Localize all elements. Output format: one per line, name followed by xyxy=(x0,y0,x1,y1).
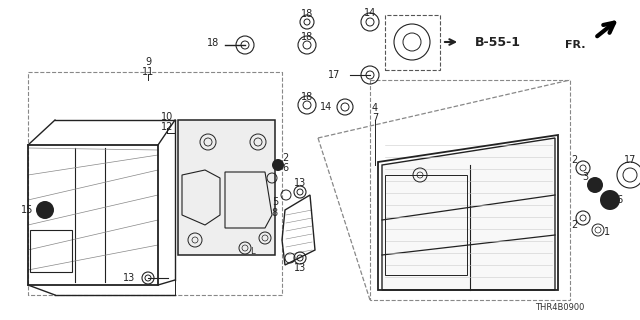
Text: B-55-1: B-55-1 xyxy=(475,36,521,49)
Text: 12: 12 xyxy=(161,122,173,132)
Bar xyxy=(385,15,440,70)
Text: 7: 7 xyxy=(372,113,378,123)
Text: 14: 14 xyxy=(364,8,376,18)
Text: 15: 15 xyxy=(20,205,33,215)
Circle shape xyxy=(272,159,284,171)
Text: 3: 3 xyxy=(582,172,588,182)
Text: 14: 14 xyxy=(320,102,332,112)
Text: 13: 13 xyxy=(294,178,306,188)
Text: 6: 6 xyxy=(282,163,288,173)
Circle shape xyxy=(600,190,620,210)
Text: 17: 17 xyxy=(328,70,340,80)
Circle shape xyxy=(587,177,603,193)
Text: 13: 13 xyxy=(294,263,306,273)
Text: 1: 1 xyxy=(604,227,610,237)
Text: FR.: FR. xyxy=(564,40,585,50)
Text: 2: 2 xyxy=(572,220,578,230)
Text: 2: 2 xyxy=(572,155,578,165)
Text: 18: 18 xyxy=(301,92,313,102)
Text: L: L xyxy=(250,247,254,257)
Circle shape xyxy=(41,206,49,214)
Text: 2: 2 xyxy=(282,153,288,163)
Circle shape xyxy=(591,181,598,188)
Text: 10: 10 xyxy=(161,112,173,122)
Circle shape xyxy=(275,162,281,168)
Text: 18: 18 xyxy=(301,9,313,19)
Text: 5: 5 xyxy=(272,197,278,207)
Polygon shape xyxy=(382,138,555,290)
Polygon shape xyxy=(178,120,275,255)
Text: 18: 18 xyxy=(207,38,219,48)
Circle shape xyxy=(36,201,54,219)
Bar xyxy=(385,175,467,275)
Circle shape xyxy=(605,196,614,204)
Text: 9: 9 xyxy=(145,57,151,67)
Text: 16: 16 xyxy=(612,195,624,205)
Text: 8: 8 xyxy=(272,208,278,218)
Text: 17: 17 xyxy=(624,155,636,165)
Text: 11: 11 xyxy=(142,67,154,77)
Text: 4: 4 xyxy=(372,103,378,113)
Text: 18: 18 xyxy=(301,32,313,42)
Text: 13: 13 xyxy=(123,273,135,283)
Bar xyxy=(30,230,72,272)
Text: THR4B0900: THR4B0900 xyxy=(535,303,585,313)
